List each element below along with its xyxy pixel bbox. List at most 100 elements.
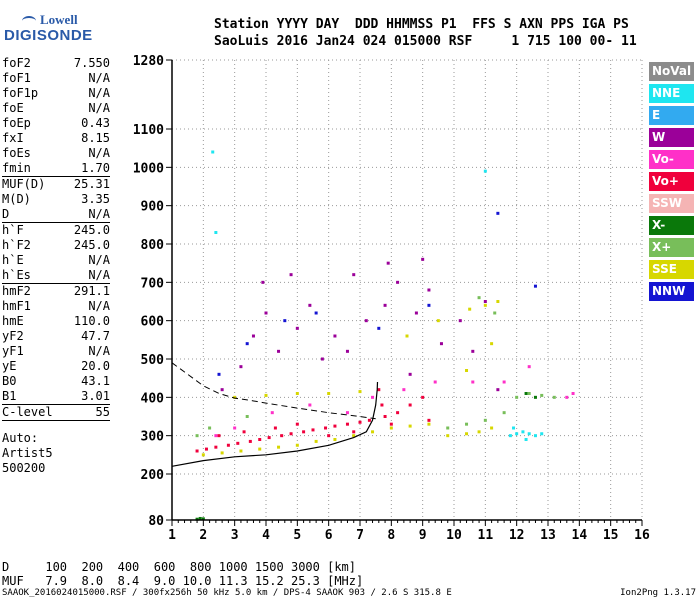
echo-point: [242, 430, 246, 434]
echo-points: [195, 150, 575, 521]
echo-point: [483, 303, 487, 307]
param-value: N/A: [88, 86, 110, 100]
echo-point: [386, 261, 390, 265]
param-value: 0.43: [81, 116, 110, 130]
param-value: 110.0: [73, 314, 110, 328]
param-row: foEp 0.43: [2, 116, 110, 131]
echo-point: [201, 517, 205, 521]
legend-item: NoVal: [649, 62, 694, 81]
legend-item: X-: [649, 216, 694, 235]
echo-point: [380, 403, 384, 407]
echo-point: [490, 342, 494, 346]
param-name: B1: [2, 389, 17, 403]
x-tick-label: 16: [634, 528, 650, 543]
echo-point: [239, 365, 243, 369]
logo-swoosh-icon: [22, 16, 36, 26]
echo-point: [458, 319, 462, 323]
x-tick-label: 4: [262, 528, 270, 543]
echo-point: [471, 380, 475, 384]
y-tick-label: 1100: [133, 123, 164, 138]
y-tick-label: 80: [148, 514, 164, 529]
echo-point: [352, 434, 356, 438]
echo-point: [236, 441, 240, 445]
chart-grid: [171, 59, 643, 521]
plot-frame: [171, 60, 642, 521]
echo-point: [333, 424, 337, 428]
echo-point: [295, 326, 299, 330]
echo-point: [389, 422, 393, 426]
echo-point: [220, 451, 224, 455]
echo-point: [248, 439, 252, 443]
echo-point: [465, 432, 469, 436]
polarization-legend: NoVal NNE E W Vo- Vo+ SSW X- X+ SSE NNW: [649, 62, 694, 304]
param-value: 1.70: [81, 161, 110, 175]
profile-curves: [171, 362, 379, 467]
param-name: MUF(D): [2, 177, 46, 191]
echo-point: [524, 392, 528, 395]
param-name: h`Es: [2, 268, 31, 282]
param-name: yE: [2, 359, 17, 373]
param-name: M(D): [2, 192, 31, 206]
param-row: fmin 1.70: [2, 161, 110, 176]
legend-item: W: [649, 128, 694, 147]
echo-point: [383, 415, 387, 418]
echo-point: [270, 411, 274, 415]
echo-point: [267, 436, 271, 440]
echo-point: [214, 445, 218, 449]
echo-point: [502, 380, 506, 384]
echo-point: [367, 418, 371, 422]
echo-point: [389, 426, 393, 430]
x-tick-label: 14: [572, 528, 588, 543]
param-value: N/A: [88, 146, 110, 160]
trace-curve: [171, 381, 379, 467]
param-value: 20.0: [81, 359, 110, 373]
param-row: M(D) 3.35: [2, 192, 110, 207]
param-name: hmE: [2, 314, 24, 328]
y-tick-label: 400: [141, 391, 165, 406]
param-name: foE: [2, 101, 24, 115]
param-value: 47.7: [81, 329, 110, 343]
param-row: h`Es N/A: [2, 268, 110, 283]
echo-point: [345, 349, 349, 353]
echo-point: [515, 395, 519, 399]
echo-point: [527, 432, 531, 436]
param-value: 245.0: [73, 223, 110, 237]
echo-point: [314, 311, 318, 315]
echo-point: [414, 311, 418, 315]
param-name: C-level: [2, 405, 53, 419]
echo-point: [308, 403, 312, 407]
echo-point: [233, 395, 237, 399]
param-row: h`F 245.0: [2, 222, 110, 238]
param-value: 7.550: [73, 56, 110, 70]
echo-point: [295, 443, 299, 447]
x-tick-label: 13: [540, 528, 556, 543]
param-name: B0: [2, 374, 17, 388]
param-row: foF1p N/A: [2, 86, 110, 101]
echo-point: [217, 434, 221, 438]
legend-item: E: [649, 106, 694, 125]
echo-point: [421, 395, 425, 399]
param-name: yF1: [2, 344, 24, 358]
echo-point: [421, 257, 425, 261]
echo-point: [402, 388, 406, 392]
param-value: N/A: [88, 268, 110, 282]
echo-point: [208, 426, 212, 430]
echo-point: [446, 426, 450, 430]
header-values: SaoLuis 2016 Jan24 024 015000 RSF 1 715 …: [214, 34, 637, 49]
param-row: yF2 47.7: [2, 329, 110, 344]
echo-point: [483, 300, 487, 303]
param-row: h`F2 245.0: [2, 238, 110, 253]
distance-row: D 100 200 400 600 800 1000 1500 3000 [km…: [2, 560, 357, 574]
param-name: fxI: [2, 131, 24, 145]
echo-point: [433, 380, 437, 384]
x-tick-label: 2: [199, 528, 207, 543]
echo-point: [239, 449, 243, 453]
echo-point: [289, 432, 293, 436]
echo-point: [258, 447, 262, 451]
param-row: hmF1 N/A: [2, 299, 110, 314]
param-name: hmF2: [2, 284, 31, 298]
echo-point: [333, 438, 337, 441]
echo-point: [245, 342, 249, 346]
echo-point: [333, 334, 337, 338]
echo-point: [396, 280, 400, 284]
